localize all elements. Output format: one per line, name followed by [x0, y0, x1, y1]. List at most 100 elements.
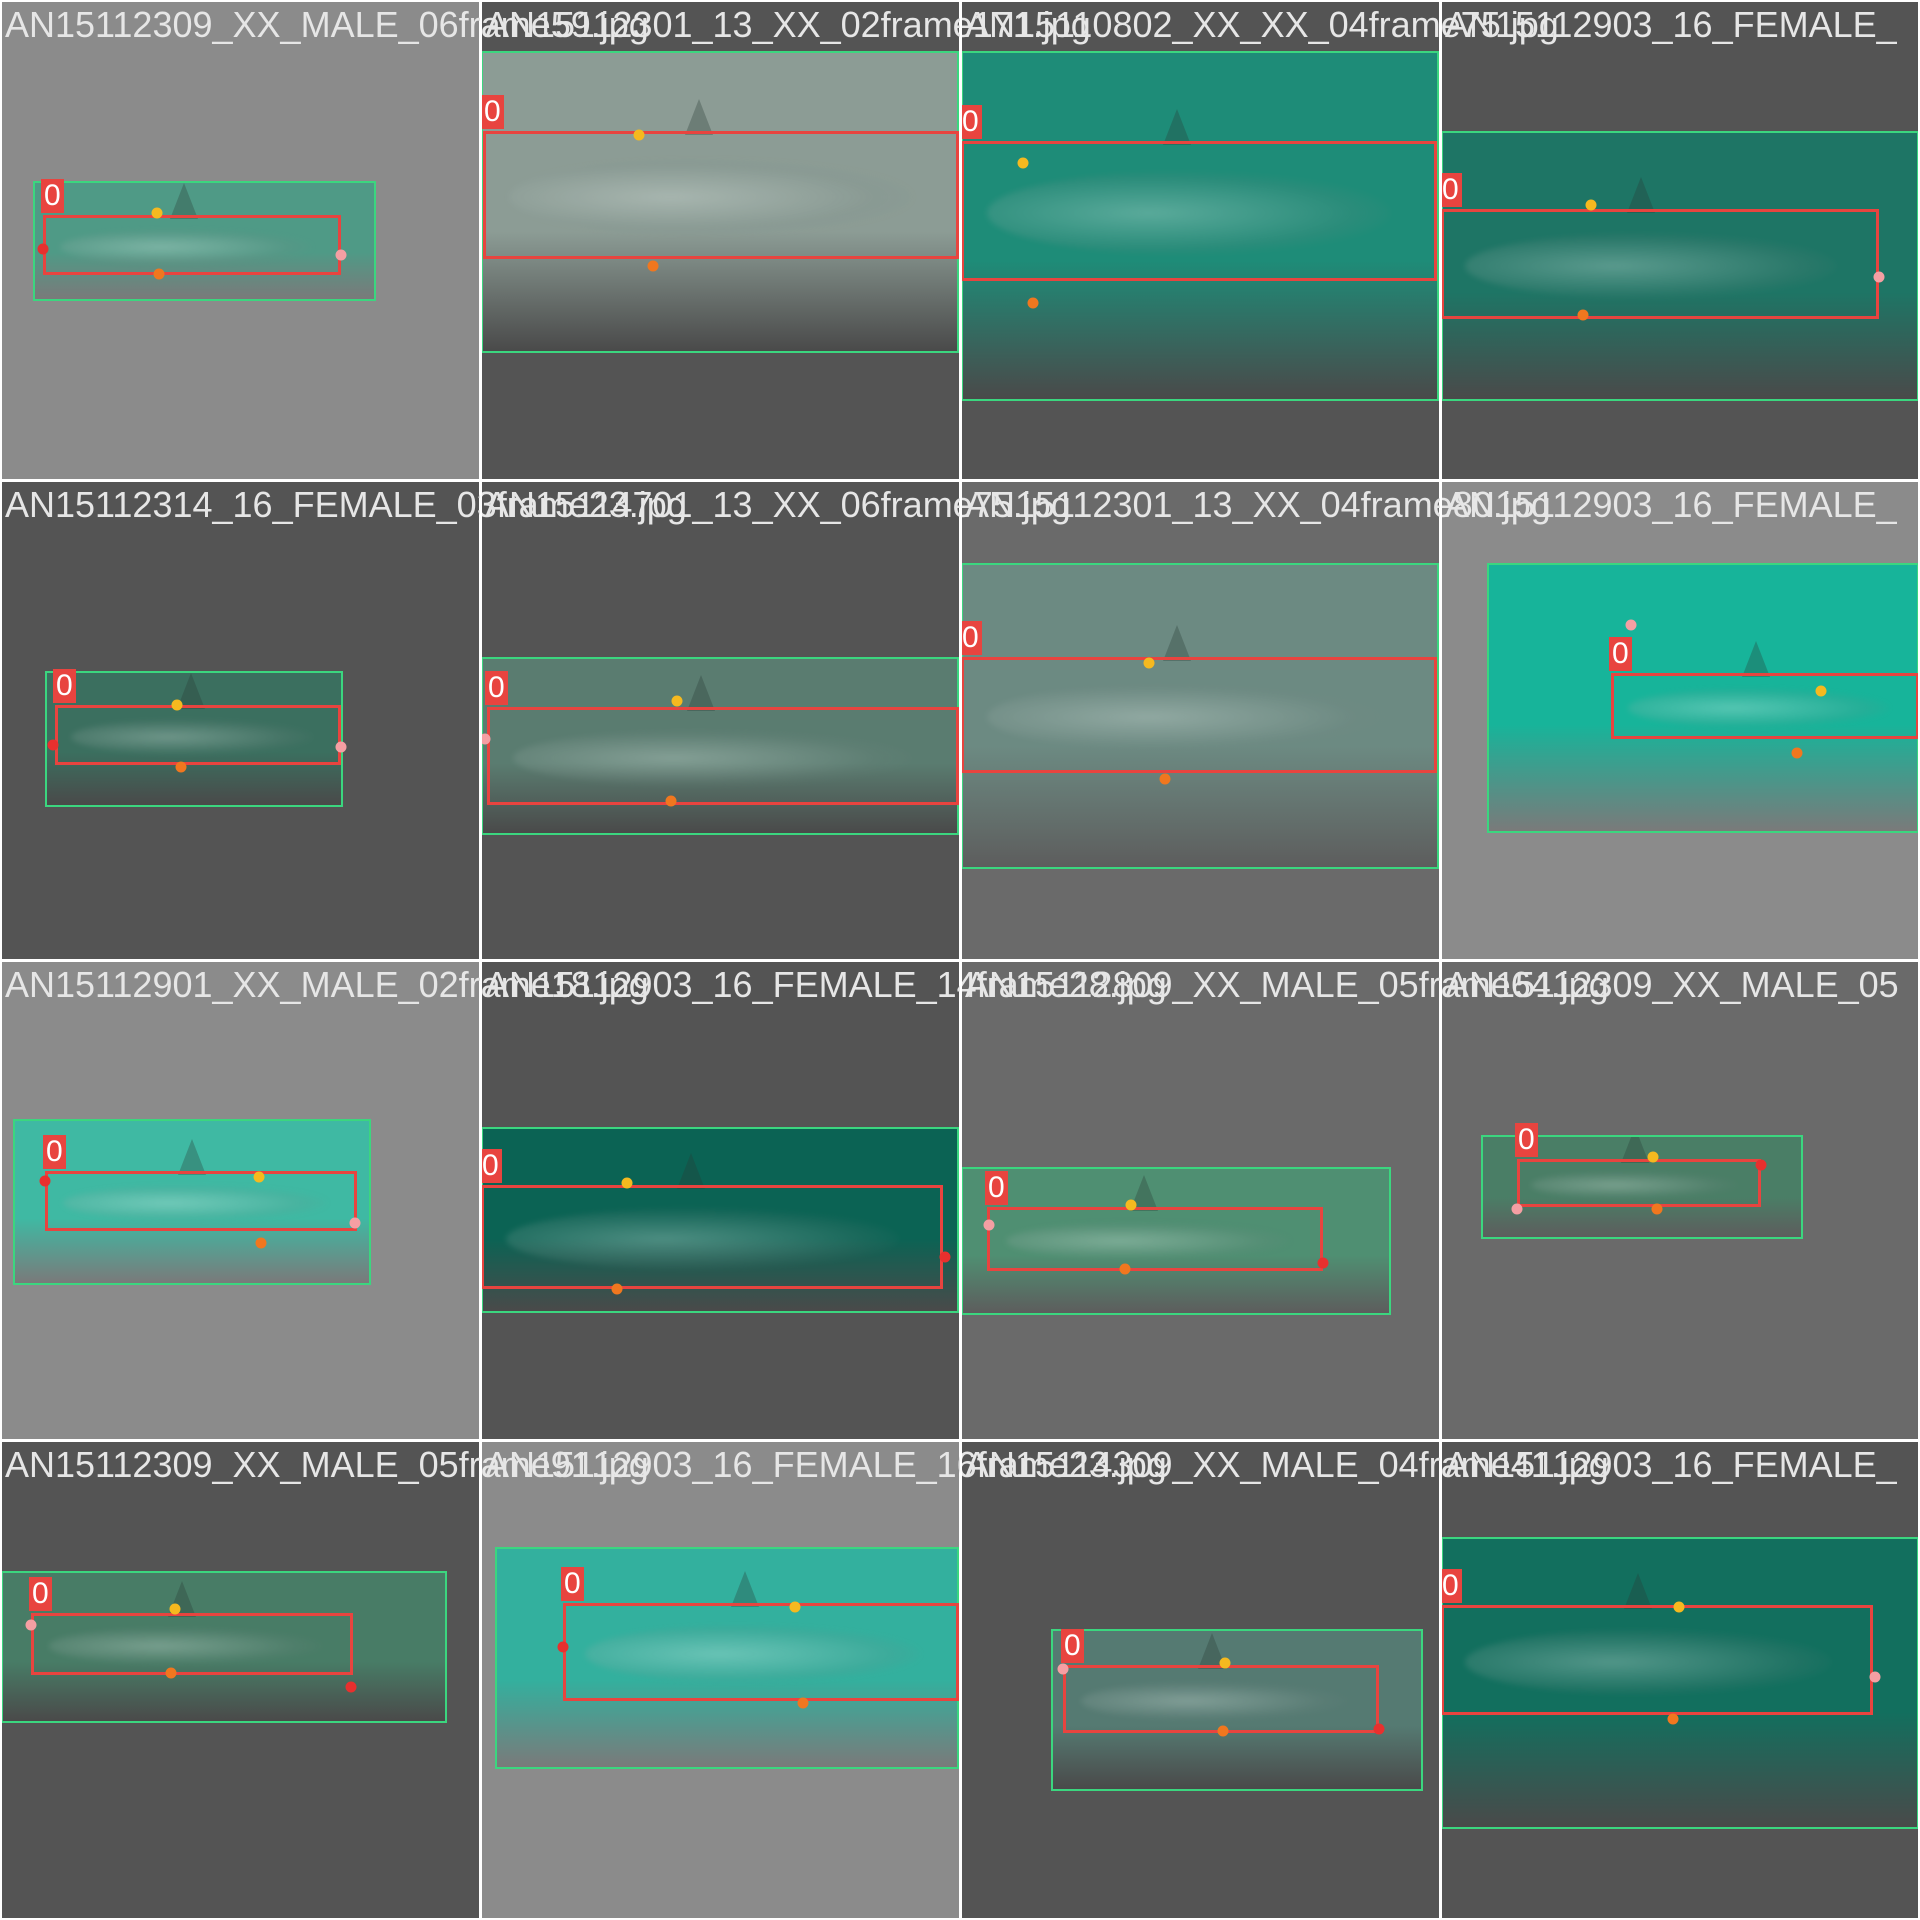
image-tile[interactable]: 0	[481, 961, 959, 1439]
class-label: 0	[29, 1577, 52, 1611]
shark-photo	[481, 657, 959, 835]
dorsal-fin-shape	[731, 1571, 760, 1607]
dorsal-fin-shape	[170, 183, 199, 219]
keypoint-dorsal	[1673, 1601, 1685, 1613]
keypoint-pelvic	[1577, 309, 1589, 321]
keypoint-pelvic	[1159, 773, 1171, 785]
class-label: 0	[561, 1567, 584, 1601]
image-tile[interactable]: 0	[481, 481, 959, 959]
image-tile[interactable]: 0	[961, 1, 1439, 479]
detection-bbox	[45, 1171, 357, 1231]
image-filename: AN15112901_XX_MALE_02frame18.jpg	[5, 964, 649, 1005]
class-label: 0	[1515, 1123, 1538, 1157]
class-label: 0	[961, 621, 982, 655]
keypoint-pelvic	[1651, 1203, 1663, 1215]
image-filename: AN15112309_XX_MALE_05frame91.jpg	[5, 1444, 649, 1485]
detection-bbox	[1063, 1665, 1379, 1733]
dorsal-fin-shape	[1742, 641, 1771, 677]
image-filename: AN15112301_13_XX_04frame80.jpg	[965, 484, 1551, 525]
class-label: 0	[1061, 1629, 1084, 1663]
image-filename: AN15114701_13_XX_06frame75.jpg	[485, 484, 1071, 525]
keypoint-pelvic	[1667, 1713, 1679, 1725]
class-label: 0	[53, 669, 76, 703]
shark-photo	[13, 1119, 371, 1285]
shark-photo	[45, 671, 343, 807]
keypoint-pelvic	[1027, 297, 1039, 309]
keypoint-dorsal	[789, 1601, 801, 1613]
keypoint-dorsal	[1143, 657, 1155, 669]
class-label: 0	[481, 1149, 502, 1183]
keypoint-dorsal	[621, 1177, 633, 1189]
image-filename: AN15112309_XX_MALE_05	[1445, 964, 1899, 1005]
class-label: 0	[43, 1135, 66, 1169]
keypoint-pelvic	[153, 268, 165, 280]
image-tile[interactable]: 0	[961, 961, 1439, 1439]
image-tile[interactable]: 0	[1, 1441, 479, 1919]
keypoint-pelvic	[611, 1283, 623, 1295]
shark-silhouette	[986, 682, 1392, 752]
image-filename: AN15112903_16_FEMALE_16frame23.jpg	[485, 1444, 1167, 1485]
image-tile[interactable]: 0	[1441, 1, 1919, 479]
grid-divider	[1440, 0, 1442, 1920]
shark-silhouette	[62, 1185, 328, 1221]
class-label: 0	[1609, 637, 1632, 671]
keypoint-head	[25, 1619, 37, 1631]
dorsal-fin-shape	[677, 1153, 706, 1189]
image-filename: AN15112309_XX_MALE_06frame59.jpg	[5, 4, 649, 45]
image-tile[interactable]: 0	[961, 1441, 1439, 1919]
keypoint-dorsal	[1219, 1657, 1231, 1669]
shark-silhouette	[1080, 1680, 1350, 1722]
class-label: 0	[985, 1171, 1008, 1205]
keypoint-head	[335, 741, 347, 753]
shark-silhouette	[1531, 1170, 1739, 1200]
keypoint-head	[1625, 619, 1637, 631]
keypoint-pelvic	[175, 761, 187, 773]
keypoint-head	[983, 1219, 995, 1231]
image-tile[interactable]: 0	[1441, 961, 1919, 1439]
detection-bbox	[31, 1613, 353, 1675]
detection-bbox	[563, 1603, 959, 1701]
image-filename: AN15112903_16_FEMALE_	[1445, 4, 1897, 45]
keypoint-head	[1873, 271, 1885, 283]
detection-bbox	[987, 1207, 1323, 1271]
shark-photo	[1, 1571, 447, 1723]
shark-photo	[1051, 1629, 1423, 1791]
shark-silhouette	[1464, 1629, 1832, 1695]
keypoint-pelvic	[255, 1237, 267, 1249]
shark-silhouette	[512, 728, 914, 788]
detection-bbox	[1611, 673, 1919, 739]
keypoint-tail	[47, 739, 59, 751]
image-tile[interactable]: 0	[1, 1, 479, 479]
keypoint-head	[349, 1217, 361, 1229]
keypoint-dorsal	[1017, 157, 1029, 169]
image-tile[interactable]: 0	[961, 481, 1439, 959]
keypoint-tail	[1317, 1257, 1329, 1269]
dorsal-fin-shape	[1162, 109, 1191, 145]
image-tile[interactable]: 0	[481, 1, 959, 479]
image-tile[interactable]: 0	[1441, 1441, 1919, 1919]
class-label: 0	[485, 671, 508, 705]
image-filename: AN15112903_16_FEMALE_	[1445, 1444, 1897, 1485]
keypoint-dorsal	[171, 699, 183, 711]
keypoint-pelvic	[1791, 747, 1803, 759]
class-label: 0	[1441, 1569, 1462, 1603]
shark-silhouette	[71, 719, 315, 755]
class-label: 0	[961, 105, 982, 139]
keypoint-dorsal	[1585, 199, 1597, 211]
detection-bbox	[961, 657, 1437, 773]
shark-silhouette	[1464, 233, 1838, 299]
image-filename: AN15114309_XX_MALE_04frame41.jpg	[965, 1444, 1609, 1485]
shark-photo	[961, 51, 1439, 401]
image-tile[interactable]: 0	[1441, 481, 1919, 959]
shark-photo	[1481, 1135, 1803, 1239]
image-tile[interactable]: 0	[481, 1441, 959, 1919]
keypoint-pelvic	[665, 795, 677, 807]
dorsal-fin-shape	[1621, 1137, 1650, 1163]
detection-bbox	[1517, 1159, 1761, 1207]
image-tile[interactable]: 0	[1, 961, 479, 1439]
detection-bbox	[1441, 1605, 1873, 1715]
image-filename: AN15112903_16_FEMALE_	[1445, 484, 1897, 525]
image-tile[interactable]: 0	[1, 481, 479, 959]
keypoint-dorsal	[1815, 685, 1827, 697]
shark-photo	[961, 1167, 1391, 1315]
